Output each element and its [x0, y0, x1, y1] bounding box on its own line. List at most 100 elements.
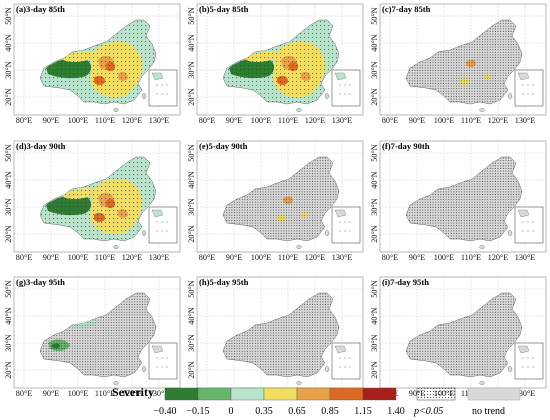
lon-label: 80°E	[16, 116, 32, 125]
lon-label: 80°E	[199, 116, 215, 125]
colorbar-tick-label: −0.40	[153, 406, 176, 417]
china-map	[39, 156, 157, 249]
lat-label: 20°N	[4, 88, 13, 105]
inset-island	[532, 221, 534, 223]
inset-island	[161, 366, 163, 368]
lat-label: 30°N	[370, 334, 379, 351]
lon-label: 90°E	[43, 116, 59, 125]
inset-island	[344, 366, 346, 368]
lon-label: 130°E	[149, 253, 170, 262]
panel-title: (g)3-day 95th	[16, 277, 65, 287]
lat-label: 20°N	[4, 361, 13, 378]
hainan-island	[296, 381, 302, 385]
inset-island	[532, 357, 534, 359]
colorbar-tick-label: 0.35	[255, 406, 273, 417]
taiwan-island	[325, 229, 329, 237]
inset-coast	[151, 72, 164, 81]
inset-island	[349, 84, 351, 86]
inset-island	[156, 366, 158, 368]
lat-label: 40°N	[4, 34, 13, 51]
lat-label: 50°N	[4, 144, 13, 161]
lon-label: 110°E	[278, 116, 298, 125]
inset-island	[527, 366, 529, 368]
inset-island	[527, 221, 529, 223]
lat-label: 30°N	[4, 334, 13, 351]
inset-island	[522, 93, 524, 95]
hainan-island	[479, 108, 485, 112]
inset-island	[339, 93, 341, 95]
lat-label: 30°N	[370, 61, 379, 78]
lon-label: 130°E	[149, 116, 170, 125]
lon-label: 100°E	[434, 116, 455, 125]
legend-title: Severity	[112, 385, 154, 399]
inset-island	[166, 366, 168, 368]
lat-label: 30°N	[370, 198, 379, 215]
lon-label: 90°E	[226, 253, 242, 262]
inset-coast	[517, 345, 530, 354]
inset-coast	[151, 345, 164, 354]
significance-stipple	[406, 293, 522, 377]
inset-coast	[517, 72, 530, 81]
inset-island	[166, 93, 168, 95]
lon-label: 120°E	[122, 253, 143, 262]
inset-island	[166, 230, 168, 232]
taiwan-island	[325, 365, 329, 373]
lon-label: 110°E	[461, 253, 481, 262]
colorbar-swatch	[164, 387, 199, 401]
panel-title: (h)5-day 95th	[199, 277, 249, 287]
colorbar-swatch	[197, 387, 232, 401]
lat-label: 40°N	[187, 307, 196, 324]
lat-label: 40°N	[187, 171, 196, 188]
lon-label: 90°E	[409, 116, 425, 125]
lat-label: 40°N	[370, 307, 379, 324]
lon-label: 120°E	[305, 253, 326, 262]
inset-island	[522, 84, 524, 86]
china-map	[39, 19, 157, 112]
lon-label: 90°E	[43, 389, 59, 398]
colorbar-swatch	[263, 387, 298, 401]
inset-island	[166, 84, 168, 86]
colorbar-swatch	[362, 387, 397, 401]
hainan-island	[113, 108, 119, 112]
china-map	[222, 19, 340, 112]
no-trend-swatch	[467, 387, 521, 401]
inset-island	[532, 230, 534, 232]
lon-label: 100°E	[251, 116, 272, 125]
lat-label: 20°N	[4, 225, 13, 242]
colorbar-swatch	[296, 387, 331, 401]
inset-island	[156, 230, 158, 232]
lat-label: 20°N	[370, 225, 379, 242]
inset-coast	[151, 209, 164, 218]
lat-label: 50°N	[4, 7, 13, 24]
lon-label: 130°E	[332, 116, 353, 125]
panel-title: (a)3-day 85th	[16, 4, 65, 14]
lon-label: 110°E	[278, 253, 298, 262]
inset-island	[344, 93, 346, 95]
lon-label: 120°E	[488, 116, 509, 125]
lat-label: 50°N	[187, 280, 196, 297]
china-map	[405, 156, 523, 249]
lat-label: 40°N	[4, 307, 13, 324]
lat-label: 40°N	[4, 171, 13, 188]
lat-label: 20°N	[370, 361, 379, 378]
colorbar-tick-label: 0.85	[321, 406, 339, 417]
lon-label: 80°E	[16, 389, 32, 398]
inset-island	[339, 230, 341, 232]
lat-label: 20°N	[187, 361, 196, 378]
colorbar-tick-label: 1.40	[387, 406, 405, 417]
inset-island	[349, 366, 351, 368]
map-panel: (h)5-day 95th50°N40°N30°N20°N80°E90°E100…	[187, 276, 364, 398]
lon-label: 100°E	[68, 116, 89, 125]
significance-stipple	[406, 157, 522, 241]
taiwan-island	[142, 365, 146, 373]
legend-tick-labels: −0.40 −0.15 0 0.35 0.65 0.85 1.15 1.40	[153, 406, 404, 417]
map-panel: (i)7-day 95th50°N40°N30°N20°N80°E90°E100…	[370, 276, 547, 398]
inset-coast	[517, 209, 530, 218]
lon-label: 90°E	[43, 253, 59, 262]
inset-coast	[334, 209, 347, 218]
inset-island	[161, 84, 163, 86]
